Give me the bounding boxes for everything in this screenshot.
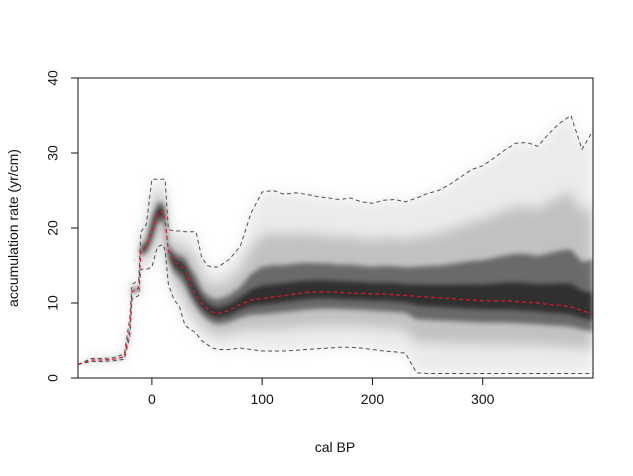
density-band-peak: [78, 207, 593, 365]
density-outer: [78, 115, 593, 374]
x-axis-label: cal BP: [315, 439, 355, 455]
y-tick-label: 40: [45, 70, 61, 86]
upper-bound-line: [78, 114, 593, 365]
axes: 0 100 200 300 0 10 20 30 40: [45, 70, 594, 407]
density-inner: [78, 201, 593, 365]
x-tick-label: 0: [148, 391, 156, 407]
x-tick-label: 200: [361, 391, 385, 407]
lower-bound-line: [78, 243, 593, 374]
y-tick-label: 0: [45, 374, 61, 382]
x-tick-label: 100: [250, 391, 274, 407]
y-axis-label: accumulation rate (yr/cm): [5, 149, 21, 307]
x-tick-label: 300: [471, 391, 495, 407]
density-shading: [78, 115, 593, 374]
y-tick-label: 30: [45, 145, 61, 161]
y-tick-label: 20: [45, 220, 61, 236]
series-lines: [78, 114, 593, 374]
y-tick-label: 10: [45, 295, 61, 311]
median-line: [78, 210, 593, 366]
